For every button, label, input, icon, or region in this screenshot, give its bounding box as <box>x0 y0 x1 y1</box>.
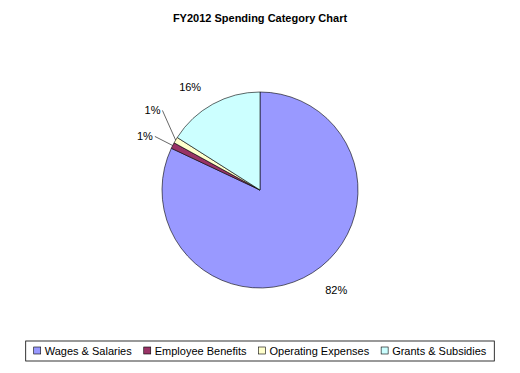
legend-item: Wages & Salaries <box>34 345 133 357</box>
data-label-group: 16% <box>179 81 201 93</box>
data-label-group: 82% <box>325 284 347 296</box>
data-label: 1% <box>145 104 161 116</box>
legend-item: Employee Benefits <box>144 345 247 357</box>
legend-swatch <box>381 347 388 354</box>
leader-line <box>162 110 175 140</box>
data-label-group: 1% <box>137 130 173 145</box>
legend-item: Grants & Subsidies <box>381 345 487 357</box>
legend-label: Grants & Subsidies <box>392 345 487 357</box>
legend-swatch <box>144 347 151 354</box>
slice <box>177 92 260 190</box>
legend: Wages & Salaries Employee Benefits Operati… <box>26 341 495 361</box>
legend-label: Wages & Salaries <box>45 345 133 357</box>
legend-box <box>26 341 495 361</box>
leader-line <box>155 136 173 145</box>
legend-swatch <box>34 347 41 354</box>
data-label: 1% <box>137 130 153 142</box>
legend-label: Employee Benefits <box>155 345 247 357</box>
legend-label: Operating Expenses <box>269 345 369 357</box>
legend-item: Operating Expenses <box>258 345 369 357</box>
data-label: 82% <box>325 284 347 296</box>
legend-swatch <box>258 347 265 354</box>
chart: FY2012 Spending Category Chart 82% 1% 1% 16%… <box>0 0 520 373</box>
data-label-group: 1% <box>145 104 176 140</box>
title: FY2012 Spending Category Chart <box>173 12 348 24</box>
data-label: 16% <box>179 81 201 93</box>
slice <box>162 92 358 288</box>
pie: 82% 1% 1% 16% <box>137 81 358 296</box>
